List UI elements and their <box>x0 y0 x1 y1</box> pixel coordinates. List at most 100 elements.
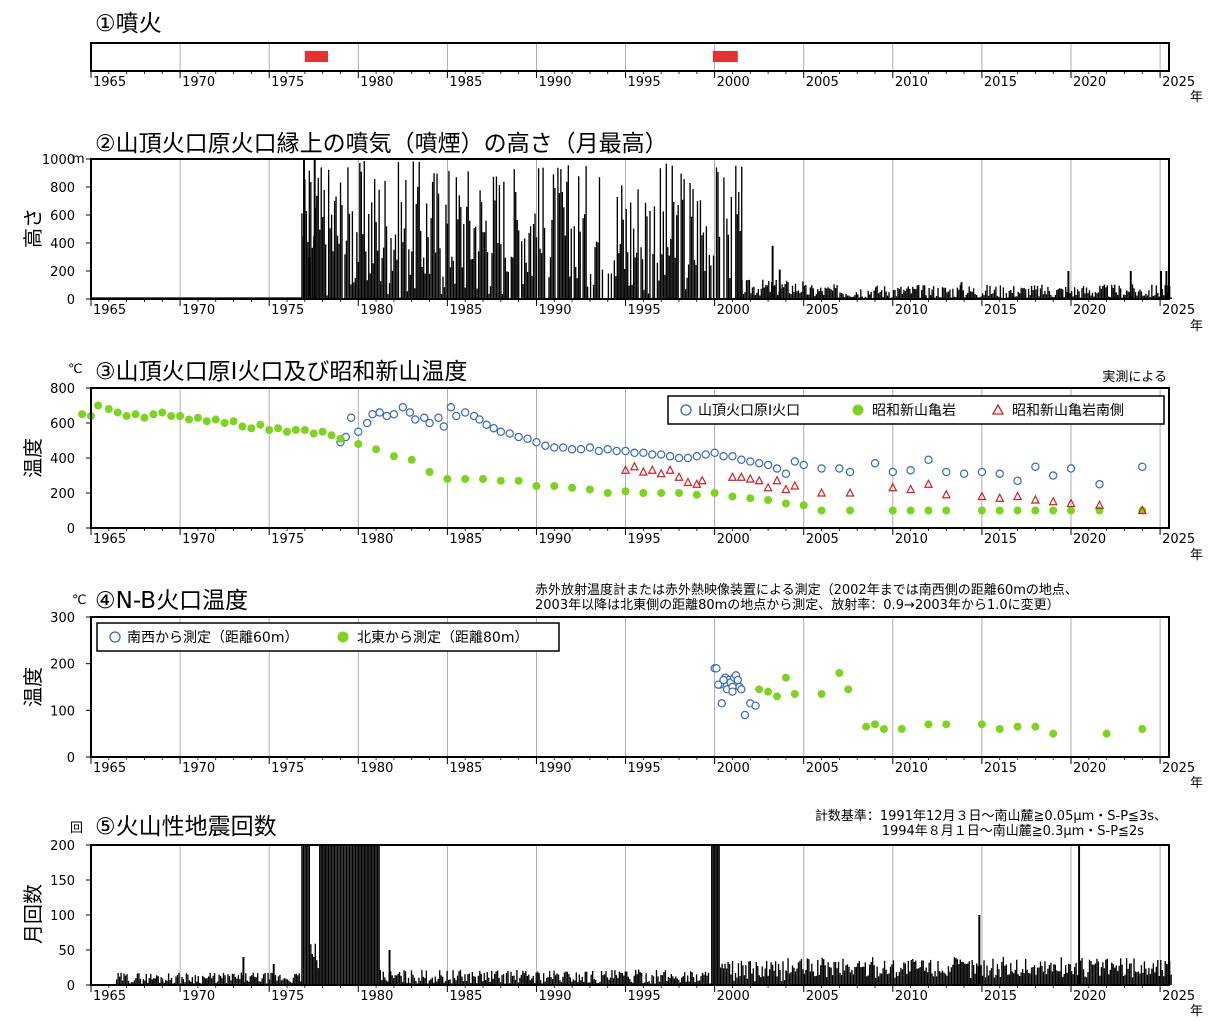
monthly-bar <box>308 257 311 299</box>
data-point <box>630 448 639 457</box>
monthly-bar <box>765 285 767 299</box>
monthly-bar <box>406 291 409 299</box>
x-tick-label: 1965 <box>93 532 126 547</box>
monthly-bar <box>910 959 912 985</box>
monthly-bar <box>767 975 769 985</box>
monthly-bar <box>594 247 596 299</box>
data-point <box>300 426 309 434</box>
monthly-bar <box>444 981 447 985</box>
monthly-bar <box>543 227 546 299</box>
monthly-bar <box>332 251 334 299</box>
monthly-bar <box>384 977 386 985</box>
monthly-bar <box>981 293 984 299</box>
monthly-bar <box>164 980 167 985</box>
data-point <box>446 403 456 412</box>
x-tick-label: 1995 <box>628 761 661 776</box>
data-point <box>924 506 933 515</box>
x-tick-label: 2020 <box>1073 303 1106 318</box>
monthly-bar <box>313 956 315 985</box>
data-point <box>638 466 648 476</box>
data-point <box>425 468 434 476</box>
monthly-bar <box>958 289 960 299</box>
monthly-bar <box>766 285 768 299</box>
monthly-bar <box>649 210 651 299</box>
monthly-bar <box>597 242 599 299</box>
monthly-bar <box>612 978 615 985</box>
monthly-bar <box>406 982 408 985</box>
monthly-bar <box>687 975 689 985</box>
monthly-bar <box>1026 969 1028 985</box>
monthly-bar <box>1075 294 1077 299</box>
monthly-bar <box>523 238 526 299</box>
monthly-bar <box>513 975 515 985</box>
monthly-bar <box>968 286 970 299</box>
plume-x-unit: 年 <box>1190 319 1203 334</box>
monthly-bar <box>1145 293 1147 299</box>
monthly-bar <box>1133 958 1135 985</box>
monthly-bar <box>1067 271 1070 299</box>
data-point <box>862 722 871 731</box>
monthly-bar <box>385 980 387 985</box>
monthly-bar <box>170 977 173 985</box>
data-point <box>336 434 345 443</box>
monthly-bar <box>952 964 954 985</box>
monthly-bar <box>419 980 422 985</box>
monthly-bar <box>771 964 774 985</box>
data-point <box>923 478 934 488</box>
data-point <box>1013 506 1022 515</box>
monthly-bar <box>117 972 119 985</box>
monthly-bar <box>313 159 316 299</box>
monthly-bar <box>1088 959 1091 985</box>
data-point <box>924 455 933 464</box>
monthly-bar <box>130 982 133 985</box>
monthly-bar <box>1082 969 1085 985</box>
monthly-bar <box>916 285 918 299</box>
monthly-bar <box>161 978 164 985</box>
monthly-bar <box>133 980 136 985</box>
monthly-bar <box>1087 293 1089 299</box>
monthly-bar <box>883 960 886 985</box>
monthly-bar <box>877 293 880 299</box>
monthly-bar <box>1008 290 1010 299</box>
monthly-bar <box>506 271 508 299</box>
y-tick-label: 100 <box>50 909 75 924</box>
monthly-bar <box>708 254 711 299</box>
monthly-bar <box>339 845 342 985</box>
monthly-bar <box>990 294 993 299</box>
monthly-bar <box>1115 965 1117 985</box>
monthly-bar <box>495 971 497 985</box>
monthly-bar <box>632 228 635 299</box>
temp4-xticks: 1965 1970 1975 1980 1985 1990 1995 2000 2005 2010… <box>90 757 1195 776</box>
x-tick-label: 1975 <box>271 75 304 90</box>
monthly-bar <box>433 173 435 299</box>
monthly-bar <box>842 958 844 985</box>
monthly-bar <box>915 289 917 299</box>
temp3-x-unit: 年 <box>1190 548 1203 563</box>
data-point <box>790 457 800 466</box>
monthly-bar <box>268 979 271 985</box>
monthly-bar <box>1022 288 1024 299</box>
monthly-bar <box>719 967 722 985</box>
monthly-bar <box>431 181 434 299</box>
data-point <box>674 471 684 481</box>
monthly-bar <box>430 979 432 985</box>
monthly-bar <box>721 963 723 985</box>
monthly-bar <box>753 286 755 299</box>
monthly-bar <box>467 171 469 299</box>
monthly-bar <box>497 243 499 299</box>
x-tick-label: 1990 <box>538 303 571 318</box>
monthly-bar <box>1114 967 1116 985</box>
monthly-bar <box>783 980 786 985</box>
data-point <box>746 457 755 466</box>
monthly-bar <box>305 845 308 985</box>
monthly-bar <box>1010 963 1012 985</box>
monthly-bar <box>369 273 371 299</box>
monthly-bar <box>748 279 751 299</box>
quakes-grid <box>90 845 1161 985</box>
data-point <box>140 413 149 422</box>
data-point <box>751 701 760 710</box>
monthly-bar <box>941 970 944 985</box>
monthly-bar <box>970 977 972 985</box>
data-point <box>871 720 879 729</box>
monthly-bar <box>489 286 492 299</box>
